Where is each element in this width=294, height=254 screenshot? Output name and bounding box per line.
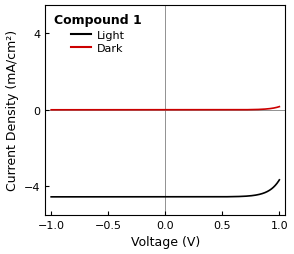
Legend: Light, Dark: Light, Dark bbox=[51, 11, 146, 57]
Y-axis label: Current Density (mA/cm²): Current Density (mA/cm²) bbox=[6, 30, 19, 190]
X-axis label: Voltage (V): Voltage (V) bbox=[131, 235, 200, 248]
